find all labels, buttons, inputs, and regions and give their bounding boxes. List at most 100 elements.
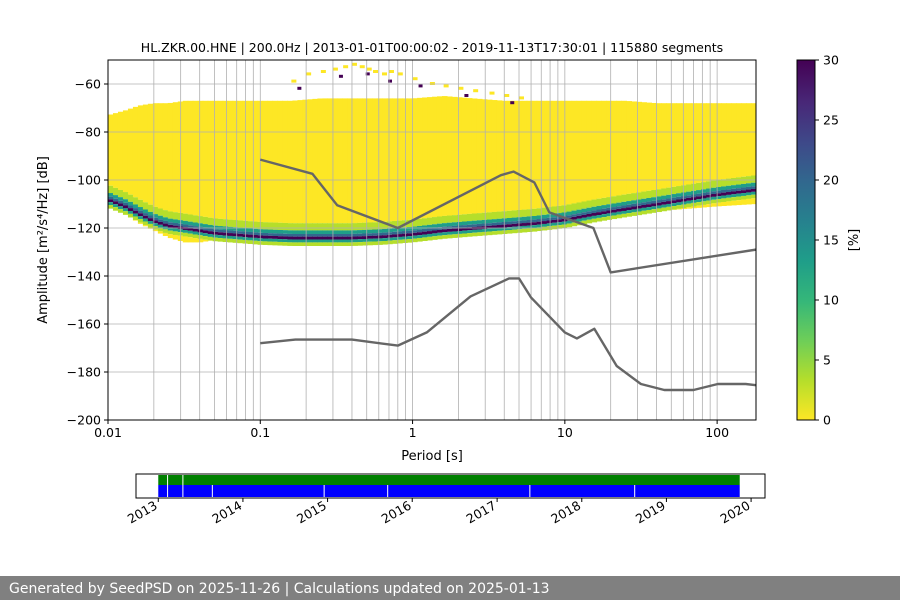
heatmap-cell bbox=[392, 232, 398, 235]
heatmap-cell bbox=[327, 234, 333, 237]
heatmap-cell bbox=[686, 204, 692, 208]
heatmap-cell bbox=[163, 233, 169, 236]
heatmap-cell bbox=[442, 235, 448, 239]
low-noise-model-line bbox=[260, 278, 756, 390]
heatmap-cell bbox=[357, 234, 363, 237]
heatmap-cell bbox=[168, 231, 174, 235]
heatmap-cell bbox=[601, 209, 607, 212]
heatmap-cell bbox=[671, 200, 677, 203]
heatmap-cell bbox=[631, 209, 637, 212]
heatmap-cell bbox=[342, 237, 348, 240]
heatmap-cell bbox=[317, 237, 323, 240]
heatmap-cell bbox=[507, 218, 513, 222]
heatmap-cell bbox=[322, 223, 328, 230]
heatmap-cell bbox=[447, 232, 453, 235]
heatmap-cell bbox=[626, 201, 632, 205]
heatmap-cell bbox=[372, 98, 378, 222]
heatmap-cell bbox=[552, 223, 558, 226]
heatmap-cell bbox=[477, 220, 483, 224]
heatmap-cell bbox=[113, 188, 119, 195]
heatmap-cell bbox=[108, 193, 114, 197]
heatmap-cell bbox=[228, 239, 234, 243]
heatmap-cell bbox=[238, 101, 244, 221]
heatmap-cell bbox=[532, 222, 538, 225]
heatmap-cell bbox=[462, 231, 468, 234]
heatmap-cell bbox=[223, 230, 229, 233]
heatmap-cell bbox=[741, 193, 747, 196]
heatmap-cell bbox=[596, 199, 602, 206]
heatmap-cell bbox=[442, 216, 448, 223]
heatmap-cell bbox=[522, 229, 528, 233]
heatmap-cell bbox=[392, 240, 398, 244]
heatmap-cell bbox=[507, 224, 513, 227]
heatmap-cell bbox=[492, 212, 498, 219]
heatmap-cell bbox=[606, 216, 612, 220]
heatmap-cell bbox=[582, 201, 588, 208]
heatmap-cell bbox=[287, 223, 293, 230]
heatmap-cell bbox=[626, 213, 632, 217]
heatmap-cell bbox=[213, 101, 219, 219]
heatmap-cell bbox=[519, 96, 524, 99]
heatmap-cell bbox=[492, 219, 498, 223]
heatmap-cell bbox=[432, 97, 438, 217]
heatmap-cell bbox=[188, 222, 194, 226]
heatmap-cell bbox=[248, 221, 254, 228]
heatmap-cell bbox=[193, 215, 199, 222]
heatmap-cell bbox=[691, 194, 697, 197]
heatmap-cell bbox=[592, 207, 598, 211]
y-tick-label: −200 bbox=[67, 413, 101, 428]
data-availability-panel bbox=[158, 475, 739, 497]
heatmap-cell bbox=[562, 212, 568, 216]
heatmap-cell bbox=[168, 225, 174, 228]
heatmap-cell bbox=[138, 213, 144, 216]
footer-status: Generated by SeedPSD on 2025-11-26 | Cal… bbox=[0, 576, 900, 600]
heatmap-cell bbox=[517, 101, 523, 210]
heatmap-cell bbox=[497, 100, 503, 211]
heatmap-cell bbox=[297, 237, 303, 240]
heatmap-cell bbox=[641, 199, 647, 203]
heatmap-cell bbox=[596, 206, 602, 210]
heatmap-cell bbox=[297, 234, 303, 237]
heatmap-cell bbox=[577, 202, 583, 209]
heatmap-cell bbox=[601, 217, 607, 221]
heatmap-cell bbox=[143, 221, 149, 225]
heatmap-cell bbox=[741, 103, 747, 177]
heatmap-cell bbox=[327, 240, 333, 243]
heatmap-cell bbox=[321, 70, 326, 73]
heatmap-cell bbox=[312, 237, 318, 240]
availability-gap bbox=[182, 485, 183, 497]
heatmap-cell bbox=[457, 231, 463, 234]
heatmap-cell bbox=[736, 188, 742, 191]
heatmap-cell bbox=[646, 207, 652, 210]
heatmap-cell bbox=[198, 235, 204, 239]
heatmap-cell bbox=[671, 206, 677, 210]
heatmap-cell bbox=[143, 219, 149, 222]
heatmap-cell bbox=[208, 231, 214, 234]
heatmap-cell bbox=[656, 103, 662, 189]
heatmap-cell bbox=[507, 222, 513, 225]
heatmap-cell bbox=[696, 183, 702, 190]
heatmap-cell bbox=[223, 101, 229, 219]
heatmap-cell bbox=[676, 209, 682, 210]
heatmap-cell bbox=[277, 236, 283, 239]
heatmap-cell bbox=[357, 223, 363, 230]
heatmap-cell bbox=[277, 242, 283, 246]
heatmap-cell bbox=[272, 233, 278, 236]
heatmap-cell bbox=[417, 232, 423, 235]
heatmap-cell bbox=[542, 224, 548, 227]
availability-gap bbox=[387, 485, 388, 497]
heatmap-cell bbox=[213, 218, 219, 225]
heatmap-cell bbox=[631, 204, 637, 207]
heatmap-cell bbox=[567, 204, 573, 211]
heatmap-cell bbox=[317, 242, 323, 246]
heatmap-cell bbox=[372, 229, 378, 233]
heatmap-cell bbox=[517, 210, 523, 217]
heatmap-cell bbox=[407, 98, 413, 219]
heatmap-cell bbox=[108, 202, 114, 205]
heatmap-cell bbox=[457, 234, 463, 238]
heatmap-cell bbox=[696, 206, 702, 208]
heatmap-cell bbox=[108, 205, 114, 209]
heatmap-cell bbox=[333, 68, 338, 71]
